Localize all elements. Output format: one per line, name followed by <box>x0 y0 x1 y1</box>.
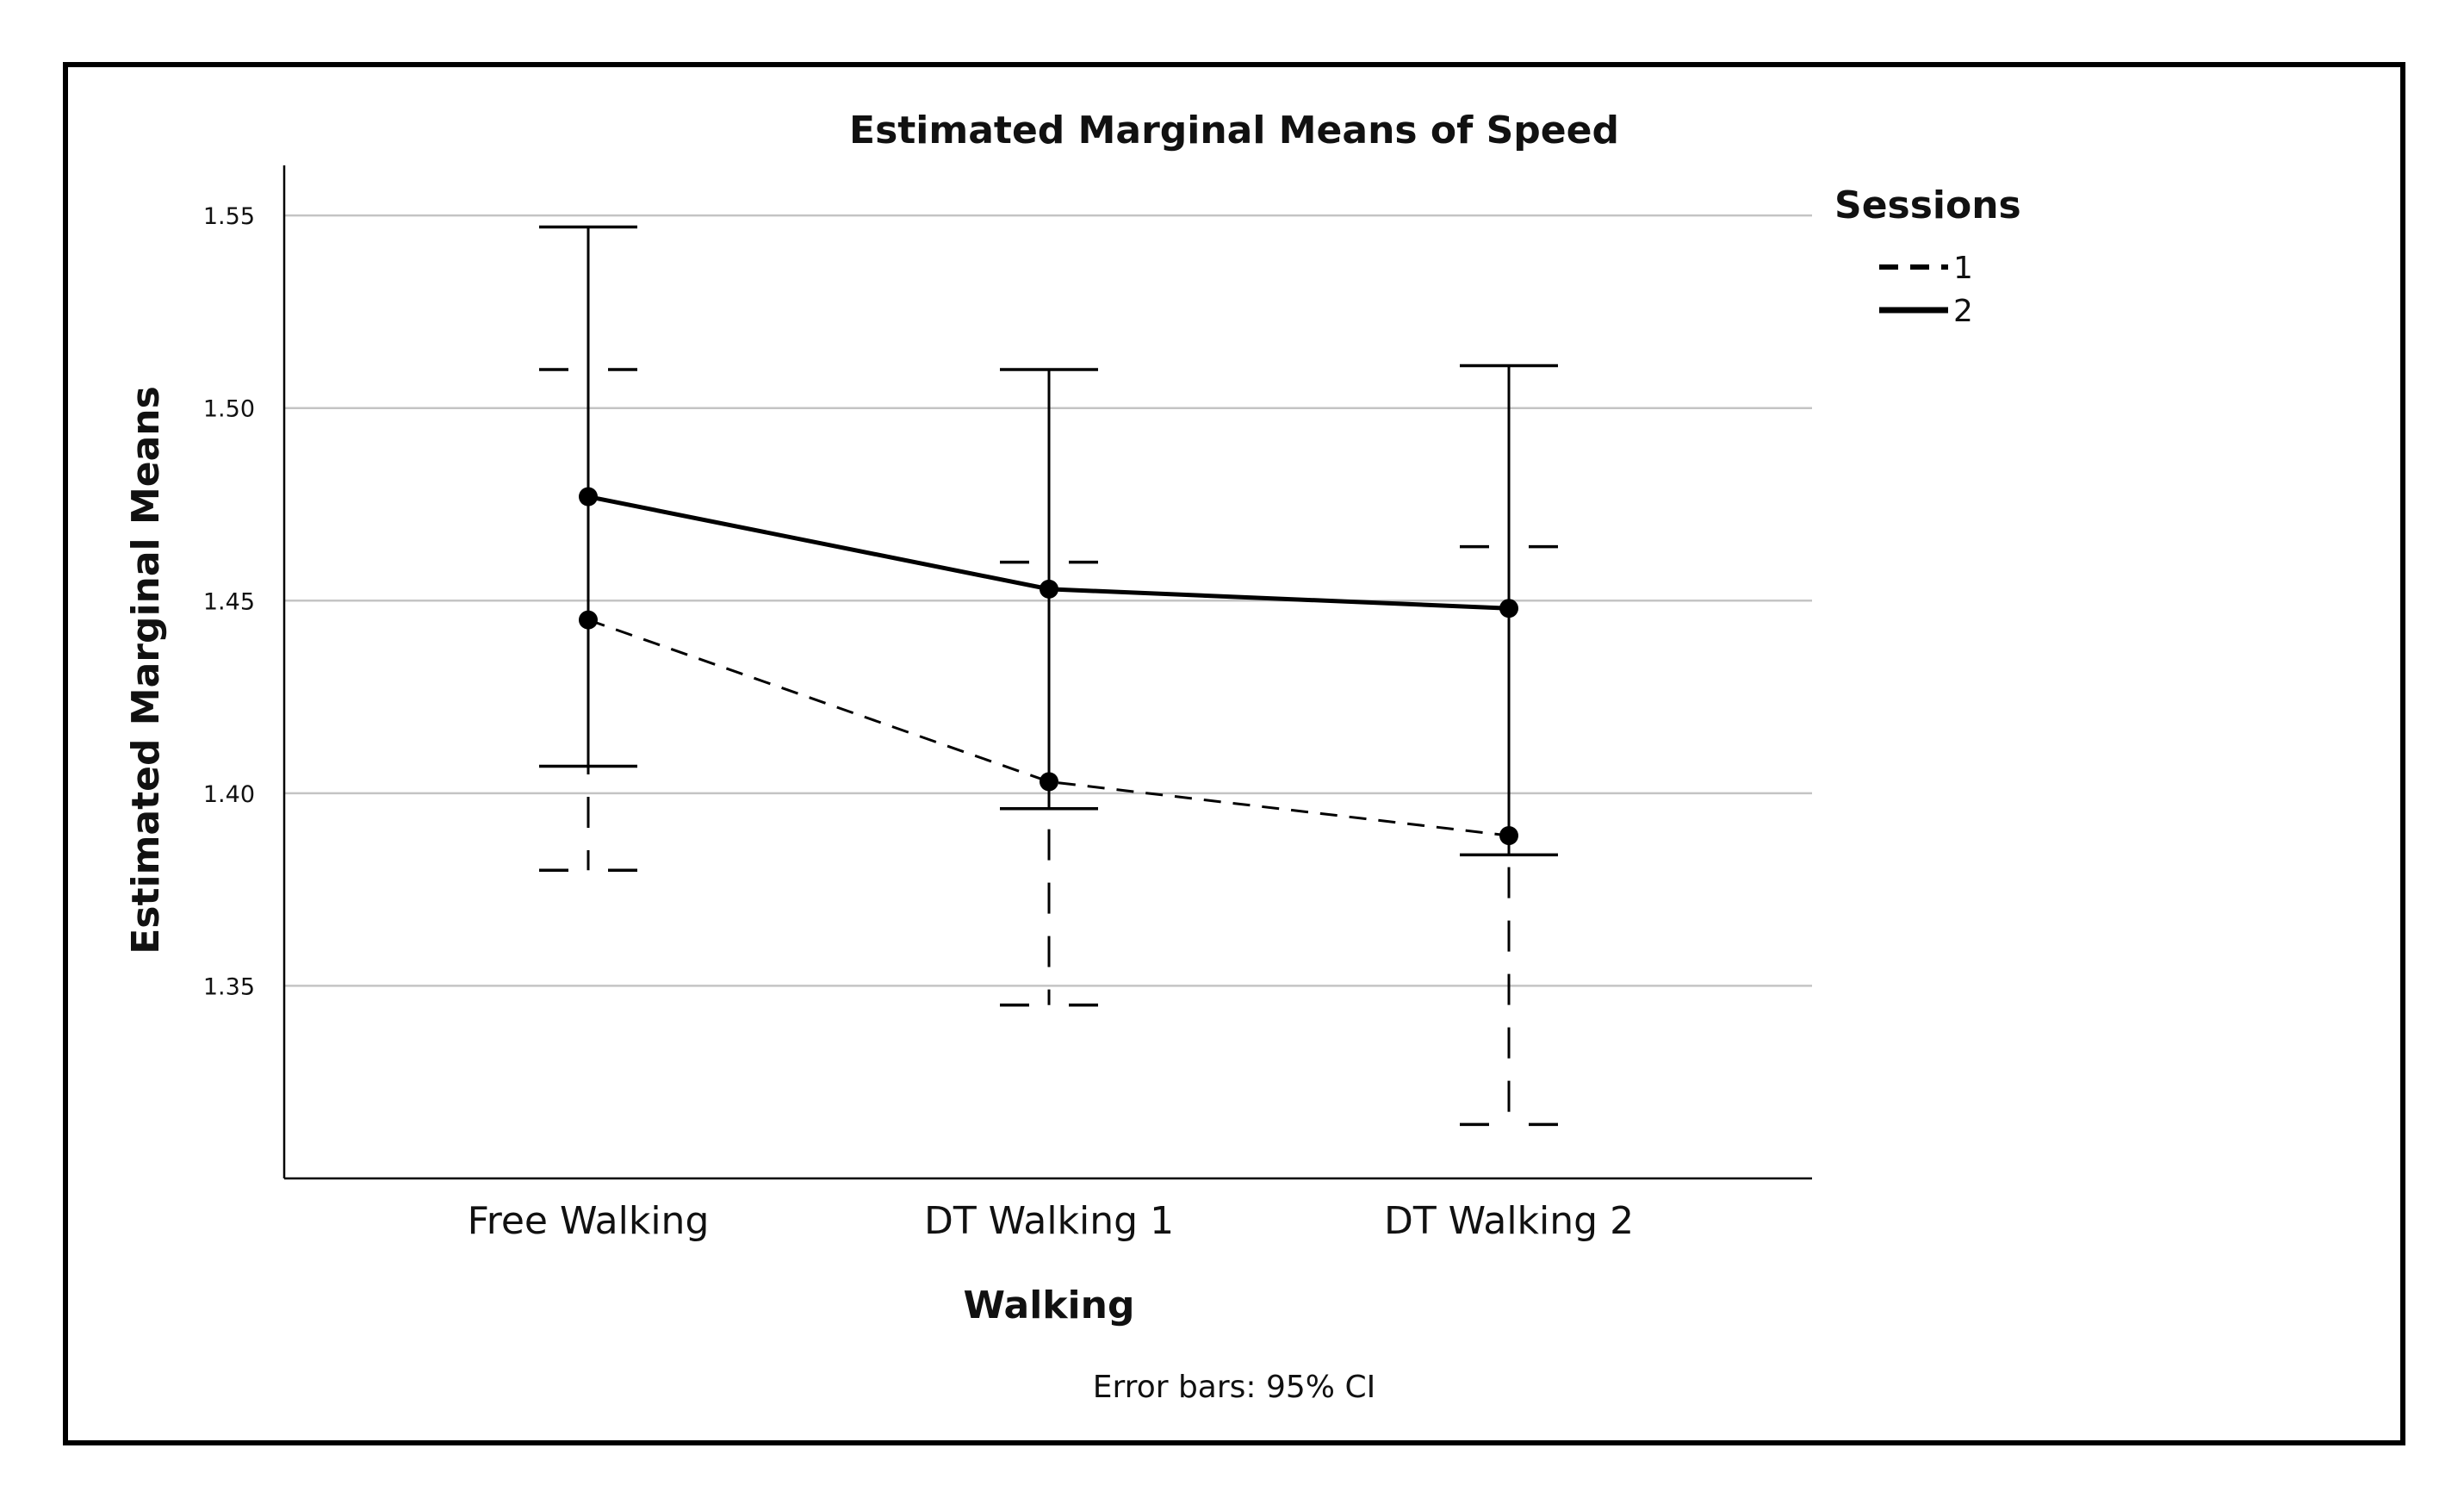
y-tick-label: 1.55 <box>203 203 255 230</box>
axes <box>282 165 1812 1180</box>
chart-frame <box>63 62 2405 1445</box>
data-point-series-1 <box>1499 826 1518 846</box>
x-tick-labels: Free Walking DT Walking 1 DT Walking 2 <box>468 1199 1634 1243</box>
x-tick-label: DT Walking 2 <box>1384 1199 1634 1243</box>
legend-label: 1 <box>1953 251 1973 286</box>
data-point-series-2 <box>579 487 598 507</box>
footnote: Error bars: 95% CI <box>1093 1370 1375 1405</box>
y-tick-label: 1.50 <box>203 396 255 423</box>
legend-title: Sessions <box>1834 183 2021 227</box>
data-point-series-1 <box>579 610 598 630</box>
y-tick-label: 1.40 <box>203 781 255 808</box>
y-tick-label: 1.45 <box>203 588 255 615</box>
data-point-series-2 <box>1499 599 1518 618</box>
y-tick-label: 1.35 <box>203 973 255 1000</box>
x-tick-label: Free Walking <box>468 1199 710 1243</box>
chart-title: Estimated Marginal Means of Speed <box>849 109 1619 152</box>
x-axis-title: Walking <box>964 1284 1135 1327</box>
x-tick-label: DT Walking 1 <box>924 1199 1174 1243</box>
legend-label: 2 <box>1953 294 1973 329</box>
series-points <box>579 487 1518 846</box>
y-axis-title: Estimated Marginal Means <box>124 386 168 954</box>
legend: Sessions 1 2 <box>1834 183 2021 329</box>
data-point-series-2 <box>1040 579 1058 599</box>
data-point-series-1 <box>1040 772 1058 792</box>
series-line-1 <box>587 618 1510 837</box>
y-tick-labels: 1.35 1.40 1.45 1.50 1.55 <box>203 203 255 1000</box>
